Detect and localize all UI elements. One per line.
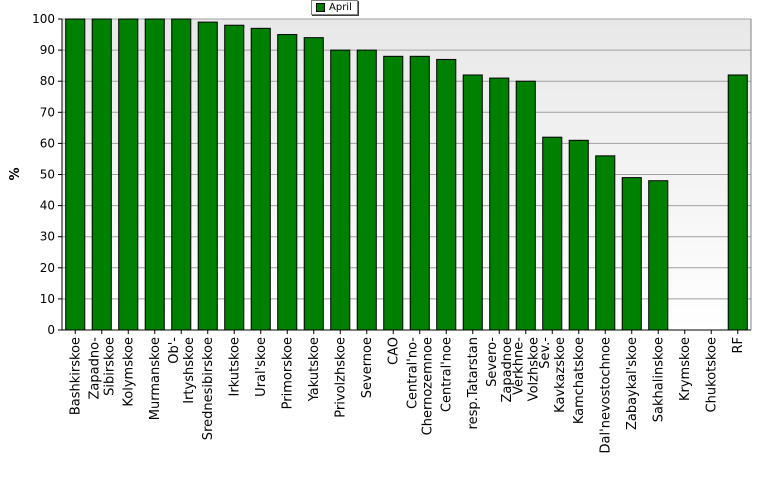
bar xyxy=(383,55,404,331)
x-tick-label: RF xyxy=(731,337,746,354)
x-tick-label: Yakutskoe xyxy=(307,337,322,402)
bar xyxy=(65,18,86,331)
x-tick-label: Srednesibirskoe xyxy=(201,337,216,440)
bar xyxy=(568,139,589,331)
x-tick-label: Kolymskoe xyxy=(121,337,136,407)
x-tick-label: Zapadno-Sibirskoe xyxy=(87,337,117,400)
bar xyxy=(489,77,510,331)
x-tick-label: Verkhne-Volzhskoe xyxy=(511,337,541,402)
bar xyxy=(144,18,165,331)
bar xyxy=(197,21,218,331)
y-tick-label: 60 xyxy=(40,136,55,150)
x-axis-ticks: Bashkirskoe Zapadno-Sibirskoe Kolymskoe Mur… xyxy=(68,330,746,453)
x-tick-label: Murmanskoe xyxy=(148,337,163,420)
x-tick-label: resp.Tatarstan xyxy=(466,337,481,429)
x-tick-label: Primorskoe xyxy=(280,337,295,409)
legend-label: April xyxy=(329,2,352,13)
x-tick-label: Privolzhskoe xyxy=(333,337,348,418)
y-tick-label: 80 xyxy=(40,74,55,88)
x-tick-label: Bashkirskoe xyxy=(68,337,83,415)
x-tick-label: Ural'skoe xyxy=(254,337,269,397)
bar xyxy=(91,18,112,331)
bar xyxy=(171,18,192,331)
y-tick-label: 30 xyxy=(40,230,55,244)
x-tick-label: CAO xyxy=(386,337,401,365)
bar xyxy=(409,55,430,331)
y-tick-label: 90 xyxy=(40,43,55,57)
bar xyxy=(462,74,483,331)
y-axis-label: % xyxy=(8,167,23,180)
y-tick-label: 10 xyxy=(40,292,55,306)
bar xyxy=(595,155,616,331)
bars xyxy=(65,18,748,331)
y-tick-label: 40 xyxy=(40,199,55,213)
bar xyxy=(648,180,669,331)
bar xyxy=(277,34,298,331)
bar xyxy=(224,24,245,331)
bar xyxy=(250,27,271,331)
x-tick-label: Dal'nevostochnoe xyxy=(598,337,613,453)
bar xyxy=(330,49,351,331)
x-tick-label: Ob'-Irtyshskoe xyxy=(167,337,197,404)
bar xyxy=(436,58,457,331)
legend-swatch xyxy=(316,3,325,12)
x-tick-label: Sev.-Kavkazskoe xyxy=(538,337,568,413)
bar xyxy=(303,37,324,331)
y-tick-label: 70 xyxy=(40,105,55,119)
x-tick-label: Chukotskoe xyxy=(704,337,719,412)
y-tick-label: 50 xyxy=(40,168,55,182)
bar xyxy=(118,18,139,331)
bar xyxy=(621,177,642,331)
x-tick-label: Irkutskoe xyxy=(227,337,242,396)
bar xyxy=(727,74,748,331)
x-tick-label: Krymskoe xyxy=(678,337,693,401)
x-tick-label: Central'no-Chernozemnoe xyxy=(405,337,435,436)
bar xyxy=(515,80,536,331)
bar xyxy=(356,49,377,331)
y-tick-label: 20 xyxy=(40,261,55,275)
x-tick-label: Severnoe xyxy=(360,337,375,398)
x-tick-label: Kamchatskoe xyxy=(572,337,587,424)
x-tick-label: Zabaykal'skoe xyxy=(625,337,640,430)
legend: April xyxy=(311,0,358,15)
x-tick-label: Central'noe xyxy=(439,337,454,412)
x-tick-label: Severo-Zapadnoe xyxy=(485,337,515,403)
x-tick-label: Sakhalinskoe xyxy=(651,337,666,422)
y-axis-ticks: 0 10 20 30 40 50 60 70 80 90 100 xyxy=(32,12,62,337)
bar xyxy=(542,136,563,331)
y-tick-label: 100 xyxy=(32,12,55,26)
y-tick-label: 0 xyxy=(47,323,55,337)
